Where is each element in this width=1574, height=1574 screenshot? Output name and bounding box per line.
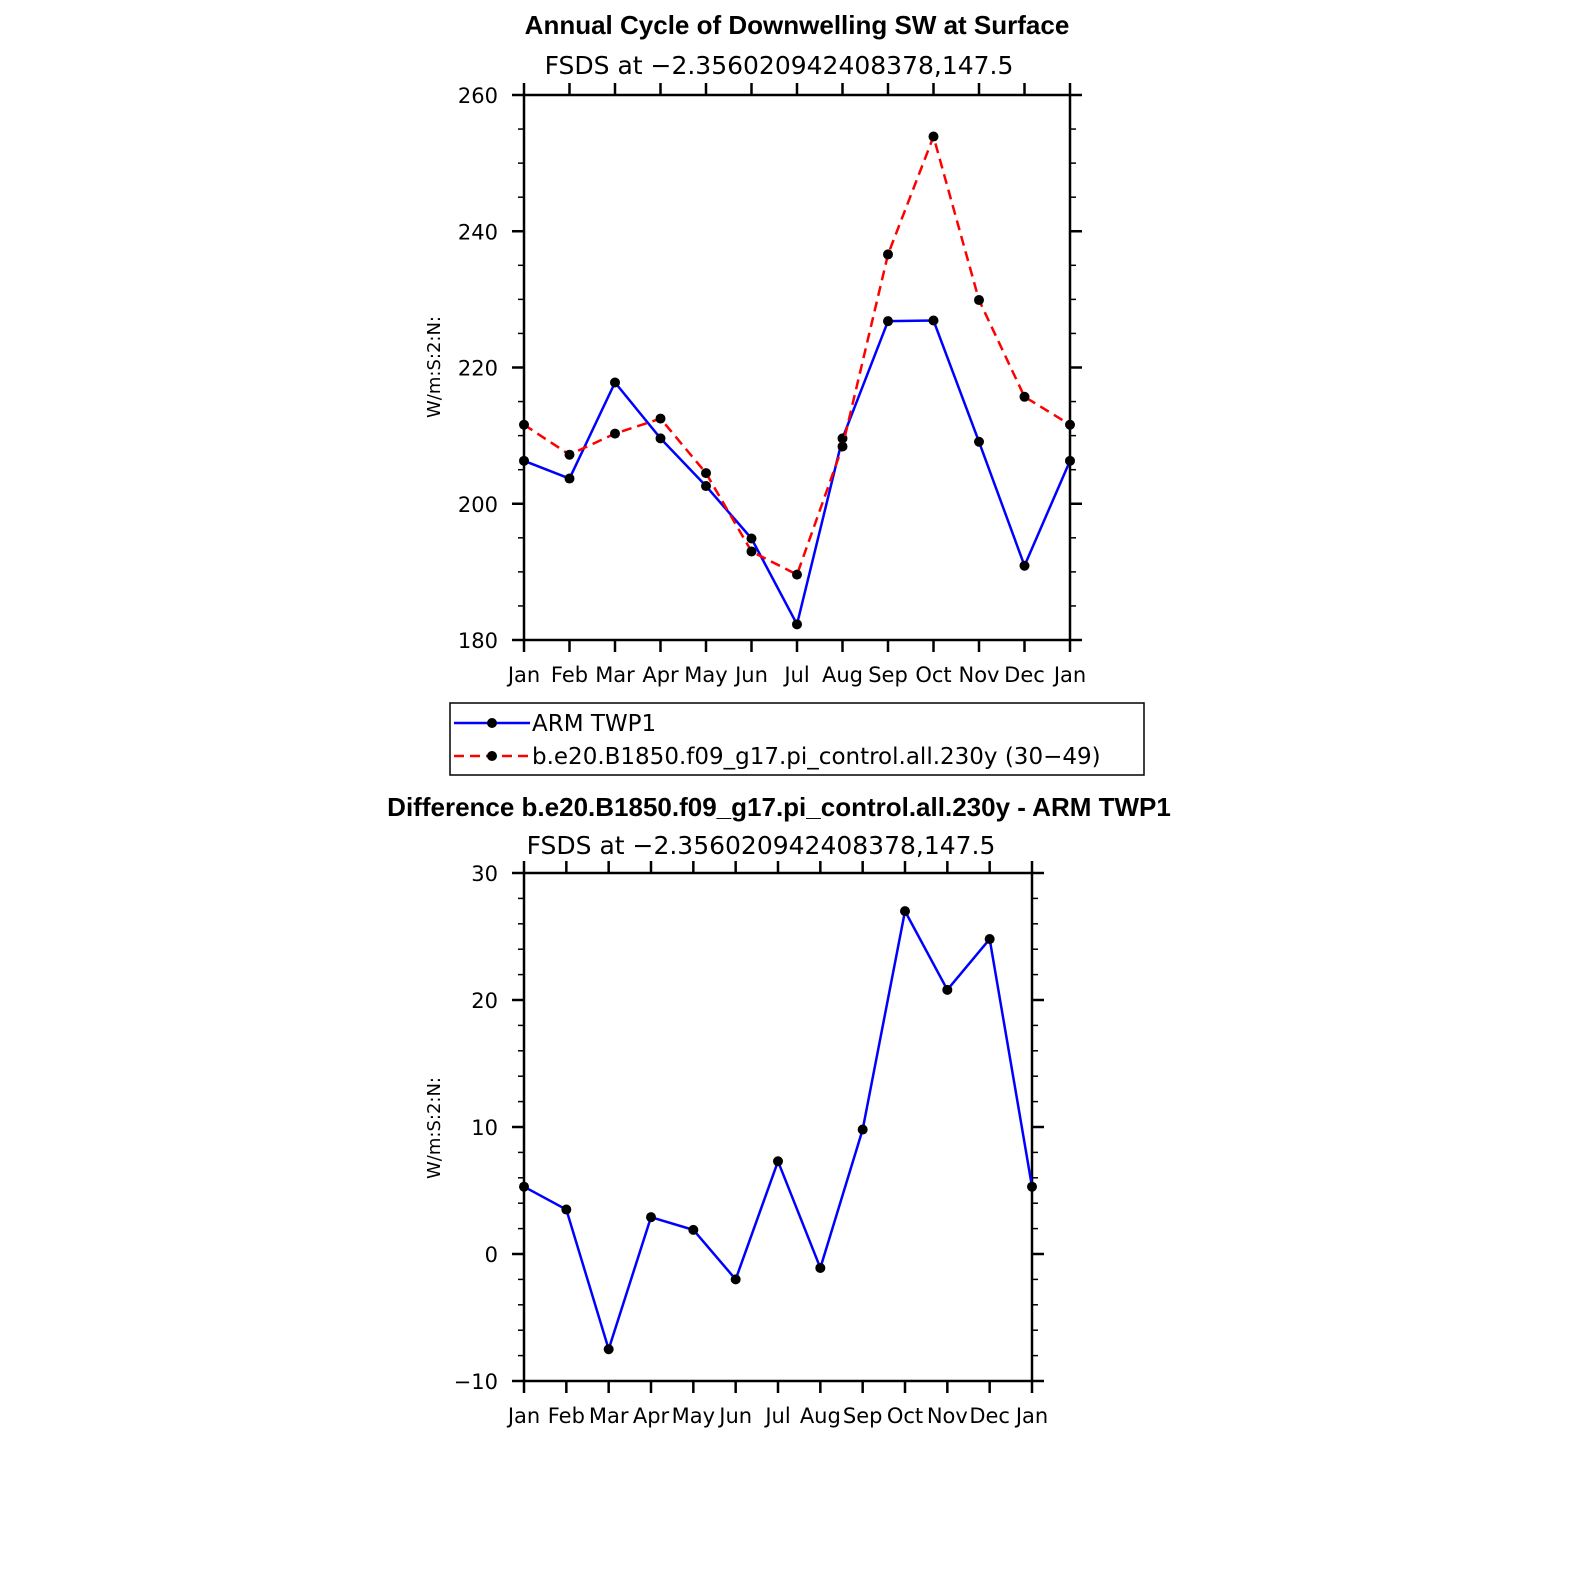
data-point xyxy=(883,249,893,260)
data-point xyxy=(792,569,802,580)
y-tick-label: 30 xyxy=(471,862,498,886)
x-tick-label: Jul xyxy=(782,663,809,687)
data-point xyxy=(857,1124,868,1135)
data-point xyxy=(701,468,711,479)
data-point xyxy=(730,1274,741,1285)
plot-area: Jan Feb Mar Apr May Jun Jul Aug Sep Oct Nov Dec Jan 1… xyxy=(458,83,1086,687)
data-point xyxy=(610,377,620,388)
data-point xyxy=(564,449,575,460)
plot-frame xyxy=(522,93,1072,642)
y-tick-label: 240 xyxy=(458,220,498,244)
x-tick-label: Nov xyxy=(927,1404,968,1428)
data-point xyxy=(1019,391,1030,402)
annual-cycle-chart: Annual Cycle of Downwelling SW at Surfac… xyxy=(424,10,1086,687)
x-tick-label: Jan xyxy=(506,1404,540,1428)
data-point xyxy=(974,295,984,306)
y-tick-label: 220 xyxy=(458,357,498,381)
data-point xyxy=(655,413,666,424)
x-tick-label: Jul xyxy=(763,1404,790,1428)
y-tick-label: −10 xyxy=(454,1370,498,1394)
legend-item-arm: ARM TWP1 xyxy=(454,711,656,737)
chart-title: Annual Cycle of Downwelling SW at Surfac… xyxy=(525,10,1070,40)
data-point xyxy=(974,436,984,447)
data-point xyxy=(655,433,666,444)
data-point xyxy=(773,1156,783,1167)
x-tick-label: May xyxy=(684,663,727,687)
x-tick-label: Dec xyxy=(1004,663,1045,687)
data-point xyxy=(701,481,711,492)
data-point xyxy=(883,316,893,327)
x-tick-label: Mar xyxy=(595,663,635,687)
y-tick-label: 20 xyxy=(471,989,498,1013)
x-tick-label: Nov xyxy=(959,663,1000,687)
y-tick-label: 180 xyxy=(458,629,498,653)
legend-label: b.e20.B1850.f09_g17.pi_control.all.230y … xyxy=(532,744,1101,770)
legend-item-model: b.e20.B1850.f09_g17.pi_control.all.230y … xyxy=(454,744,1101,770)
x-tick-label: Jan xyxy=(1014,1404,1048,1428)
y-axis-label: W/m:S:2:N: xyxy=(424,316,445,418)
x-tick-label: Sep xyxy=(843,1404,883,1428)
data-point xyxy=(900,906,910,917)
x-tick-label: Aug xyxy=(822,663,863,687)
x-tick-label: Apr xyxy=(642,663,679,687)
x-tick-label: Jun xyxy=(733,663,768,687)
x-tick-label: Jun xyxy=(717,1404,752,1428)
legend: ARM TWP1 b.e20.B1850.f09_g17.pi_control.… xyxy=(449,702,1145,776)
data-point xyxy=(610,428,620,439)
legend-swatch-marker xyxy=(487,718,497,728)
series-line-0 xyxy=(523,909,1034,1351)
x-tick-label: Dec xyxy=(969,1404,1010,1428)
legend-swatch-marker xyxy=(487,751,497,761)
series-line-1 xyxy=(523,135,1071,576)
data-point xyxy=(519,1181,529,1192)
plot-area: Jan Feb Mar Apr May Jun Jul Aug Sep Oct Nov Dec Jan−… xyxy=(454,861,1048,1428)
data-point xyxy=(928,131,939,142)
x-tick-label: May xyxy=(672,1404,715,1428)
data-point xyxy=(792,619,802,630)
data-point xyxy=(519,419,529,430)
y-axis-label: W/m:S:2:N: xyxy=(424,1077,445,1179)
data-point xyxy=(942,984,953,995)
data-point xyxy=(1019,560,1030,571)
data-point xyxy=(1065,455,1075,466)
x-tick-label: Oct xyxy=(887,1404,923,1428)
data-point xyxy=(646,1212,656,1223)
data-point xyxy=(837,441,848,452)
y-tick-label: 200 xyxy=(458,493,498,517)
x-tick-label: Jan xyxy=(1052,663,1086,687)
data-point xyxy=(564,473,575,484)
y-tick-label: 10 xyxy=(471,1116,498,1140)
x-tick-label: Sep xyxy=(868,663,908,687)
data-point xyxy=(815,1262,826,1273)
y-tick-label: 0 xyxy=(485,1243,498,1267)
x-tick-label: Oct xyxy=(915,663,951,687)
difference-chart: Difference b.e20.B1850.f09_g17.pi_contro… xyxy=(387,792,1171,1428)
data-point xyxy=(746,546,757,557)
x-tick-label: Feb xyxy=(548,1404,585,1428)
data-point xyxy=(688,1224,699,1235)
chart-title: Difference b.e20.B1850.f09_g17.pi_contro… xyxy=(387,792,1171,822)
x-tick-label: Feb xyxy=(551,663,588,687)
legend-box xyxy=(449,702,1145,776)
data-point xyxy=(561,1204,572,1215)
x-tick-label: Apr xyxy=(633,1404,670,1428)
chart-subtitle: FSDS at −2.356020942408378,147.5 xyxy=(527,831,996,860)
data-point xyxy=(1027,1181,1037,1192)
y-tick-label: 260 xyxy=(458,84,498,108)
x-tick-label: Jan xyxy=(506,663,540,687)
x-tick-label: Aug xyxy=(800,1404,841,1428)
data-point xyxy=(603,1344,614,1355)
data-point xyxy=(519,455,529,466)
chart-subtitle: FSDS at −2.356020942408378,147.5 xyxy=(545,51,1014,80)
data-point xyxy=(1065,419,1075,430)
data-point xyxy=(746,533,757,544)
plot-frame xyxy=(522,871,1034,1383)
data-point xyxy=(984,934,995,945)
data-point xyxy=(928,315,939,326)
legend-label: ARM TWP1 xyxy=(532,711,656,737)
x-tick-label: Mar xyxy=(589,1404,629,1428)
